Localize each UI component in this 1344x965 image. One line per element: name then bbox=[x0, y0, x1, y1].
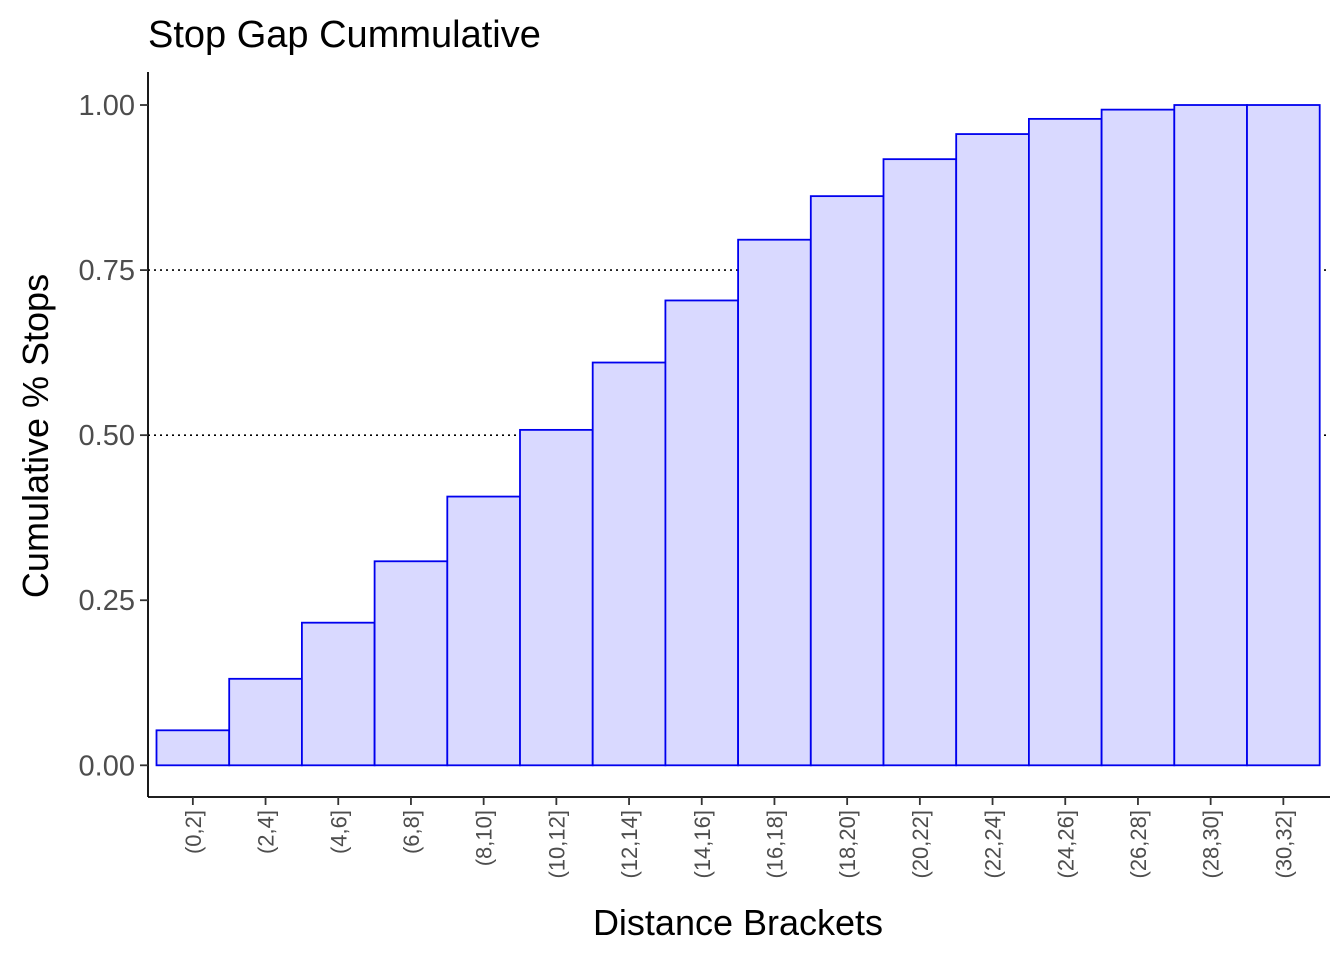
x-tick-label: (30,32] bbox=[1271, 810, 1296, 879]
x-tick-label: (12,14] bbox=[617, 810, 642, 879]
bar bbox=[1028, 117, 1103, 767]
chart-title: Stop Gap Cummulative bbox=[148, 14, 541, 56]
y-tick-label: 1.00 bbox=[79, 90, 135, 122]
x-tick-label: (22,24] bbox=[981, 810, 1006, 879]
bar bbox=[300, 621, 376, 767]
x-tick-label: (8,10] bbox=[472, 810, 497, 866]
y-tick-label: 0.25 bbox=[79, 585, 135, 617]
y-tick-label: 0.00 bbox=[79, 750, 135, 782]
bar bbox=[155, 729, 231, 767]
bar bbox=[591, 361, 667, 767]
bars bbox=[155, 104, 1321, 767]
bar bbox=[882, 158, 958, 767]
bar bbox=[664, 299, 740, 767]
x-tick-label: (14,16] bbox=[690, 810, 715, 879]
bar bbox=[1173, 104, 1248, 767]
bar bbox=[446, 495, 521, 767]
x-tick-label: (28,30] bbox=[1199, 810, 1224, 879]
y-axis: 0.00 0.25 0.50 0.75 1.00 bbox=[79, 72, 149, 797]
bar bbox=[1246, 104, 1321, 767]
bar bbox=[809, 195, 885, 767]
x-axis-title: Distance Brackets bbox=[593, 902, 883, 943]
x-axis: (0,2] (2,4] (4,6] (6,8] (8,10] (10,12] (12,14]… bbox=[148, 796, 1330, 879]
x-tick-label: (4,6] bbox=[326, 810, 351, 854]
bar bbox=[519, 428, 594, 767]
x-tick-label: (18,20] bbox=[835, 810, 860, 879]
y-axis-title: Cumulative % Stops bbox=[15, 274, 56, 598]
y-tick-label: 0.50 bbox=[79, 420, 135, 452]
x-tick-label: (24,26] bbox=[1053, 810, 1078, 879]
x-tick-label: (26,28] bbox=[1126, 810, 1151, 879]
bar bbox=[228, 677, 303, 767]
x-tick-label: (20,22] bbox=[908, 810, 933, 879]
x-tick-label: (6,8] bbox=[399, 810, 424, 854]
y-tick-label: 0.75 bbox=[79, 255, 135, 287]
bar bbox=[373, 560, 449, 767]
x-tick-label: (10,12] bbox=[544, 810, 569, 879]
bar bbox=[955, 133, 1030, 767]
x-tick-label: (0,2] bbox=[181, 810, 206, 854]
x-tick-label: (16,18] bbox=[762, 810, 787, 879]
bar bbox=[737, 238, 812, 767]
x-tick-label: (2,4] bbox=[254, 810, 279, 854]
bar bbox=[1100, 108, 1176, 767]
